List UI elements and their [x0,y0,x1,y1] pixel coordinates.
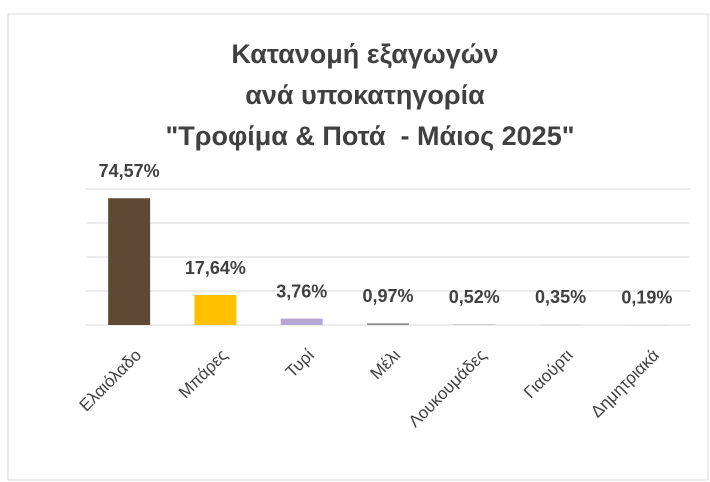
bar [367,323,409,325]
data-label: 17,64% [185,258,246,278]
bar [625,324,668,326]
bar [194,295,237,325]
x-tick-label: Μέλι [367,345,405,383]
bar [539,324,582,326]
data-label: 0,35% [535,287,586,307]
data-label: 3,76% [276,281,327,301]
x-tick-label: Ελαιόλαδο [76,346,146,416]
bar [108,198,151,325]
data-label: 0,52% [449,287,500,307]
chart-title: Κατανομή εξαγωγών [231,39,498,69]
x-tick-label: Γιαούρτι [520,345,577,402]
bar [280,318,323,325]
data-label: 74,57% [99,161,160,181]
x-tick-label: Δημητριακά [587,345,663,421]
bar [453,324,496,326]
x-tick-label: Λουκουμάδες [405,346,491,432]
x-tick-label: Μπάρες [175,346,232,403]
x-tick-label: Τυρί [282,345,318,381]
data-label: 0,19% [621,287,672,307]
chart-title: "Τροφίμα & Ποτά - Μάιος 2025" [165,121,574,151]
chart-frame [7,13,709,481]
chart-title: ανά υποκατηγορία [245,80,485,110]
data-label: 0,97% [362,286,413,306]
